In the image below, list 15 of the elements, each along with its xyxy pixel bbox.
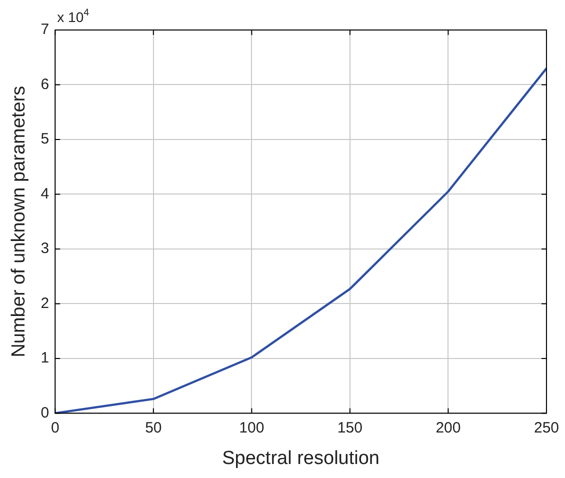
x-tick-label: 250 <box>534 419 559 436</box>
x-tick-label: 150 <box>337 419 362 436</box>
y-tick-label: 6 <box>40 76 50 93</box>
y-tick-label: 4 <box>40 185 50 202</box>
x-axis-title: Spectral resolution <box>222 448 380 469</box>
y-axis-title: Number of unknown parameters <box>8 86 30 358</box>
y-tick-label: 7 <box>40 21 50 38</box>
y-tick-label: 5 <box>40 130 50 148</box>
y-tick-label: 3 <box>40 240 50 258</box>
x-tick-label: 50 <box>145 419 162 436</box>
x-tick-label: 100 <box>239 419 264 436</box>
y-tick-label: 1 <box>40 350 50 367</box>
y-tick-label: 2 <box>40 294 50 312</box>
y-tick-label: 0 <box>40 404 50 422</box>
x-tick-label: 200 <box>436 419 461 436</box>
